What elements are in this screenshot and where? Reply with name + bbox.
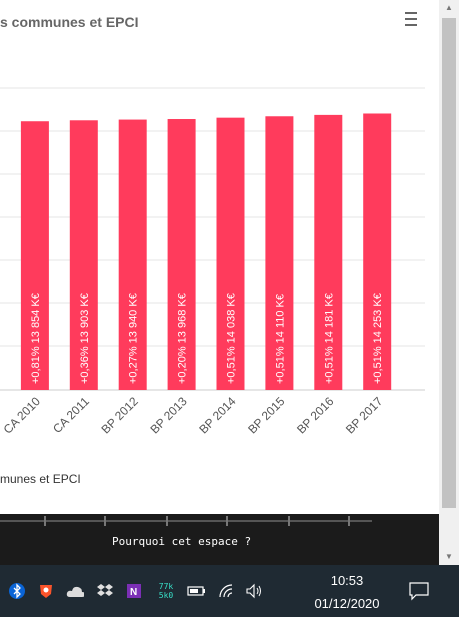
x-tick-label: BP 2017: [343, 394, 386, 437]
x-tick-label: BP 2016: [294, 394, 337, 437]
bar[interactable]: [363, 113, 392, 391]
bar-chart: +1,87% 13 743 K€09+0,81% 13 854 K€CA 201…: [0, 87, 425, 437]
bar-data-label: +0,36% 13 903 K€: [79, 293, 91, 384]
bar-data-label: +0,81% 13 854 K€: [30, 293, 42, 384]
bluetooth-icon[interactable]: [8, 582, 26, 600]
bar-data-label: +0,51% 14 038 K€: [226, 293, 238, 384]
ad-ruler: [0, 516, 372, 526]
x-tick-label: BP 2012: [99, 394, 142, 437]
chart-panel: s communes et EPCI +1,87% 13 743 K€09+0,…: [0, 0, 439, 514]
bar[interactable]: [69, 120, 98, 390]
x-tick-label: BP 2014: [196, 394, 239, 437]
x-tick-label: BP 2015: [245, 394, 288, 437]
vertical-scrollbar[interactable]: ▲ ▼: [439, 0, 459, 565]
bar-data-label: +0,51% 14 181 K€: [323, 293, 335, 384]
ad-banner: Pourquoi cet espace ?: [0, 514, 439, 565]
clock-time[interactable]: 10:53: [330, 573, 364, 588]
bar[interactable]: [314, 114, 343, 390]
bar[interactable]: [118, 119, 147, 391]
hamburger-menu-icon[interactable]: [405, 9, 417, 29]
volume-icon[interactable]: [245, 582, 263, 600]
svg-text:N: N: [130, 587, 137, 598]
windows-taskbar: N 77k 5k0 10:53 01/12/2020: [0, 565, 459, 617]
x-tick-label: CA 2010: [1, 394, 44, 437]
bar-data-label: +0,27% 13 940 K€: [128, 293, 140, 384]
battery-icon[interactable]: [187, 582, 205, 600]
bar-data-label: +0,51% 14 253 K€: [372, 293, 384, 384]
onedrive-cloud-icon[interactable]: [66, 582, 84, 600]
bar[interactable]: [265, 116, 294, 391]
x-tick-label: BP 2013: [147, 394, 190, 437]
dropbox-icon[interactable]: [96, 582, 114, 600]
bar-data-label: +0,20% 13 968 K€: [177, 293, 189, 384]
clock-date[interactable]: 01/12/2020: [314, 596, 380, 611]
bar[interactable]: [20, 121, 49, 391]
bar[interactable]: [167, 119, 196, 390]
chart-title: s communes et EPCI: [0, 14, 139, 30]
ad-why-link[interactable]: Pourquoi cet espace ?: [112, 535, 252, 548]
scroll-thumb[interactable]: [442, 18, 456, 508]
notification-center-icon[interactable]: [408, 581, 430, 601]
network-meter-icon[interactable]: 77k 5k0: [158, 582, 174, 600]
x-tick-label: CA 2011: [50, 394, 92, 436]
chart-legend[interactable]: munes et EPCI: [0, 472, 81, 486]
scroll-up-arrow-icon[interactable]: ▲: [445, 3, 453, 12]
scroll-down-arrow-icon[interactable]: ▼: [445, 552, 453, 561]
wifi-icon[interactable]: [218, 582, 236, 600]
onenote-icon[interactable]: N: [125, 582, 143, 600]
brave-shield-icon[interactable]: [37, 582, 55, 600]
bar-data-label: +0,51% 14 110 K€: [274, 294, 286, 384]
bar[interactable]: [216, 117, 245, 390]
